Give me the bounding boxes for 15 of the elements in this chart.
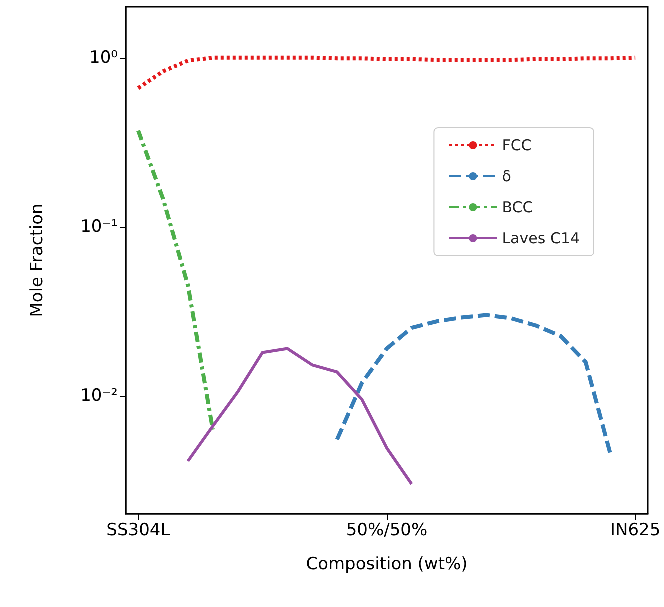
line-series xyxy=(136,56,638,90)
x-tick-label: SS304L xyxy=(106,520,171,540)
y-axis-title: Mole Fraction xyxy=(28,204,48,318)
y-tick-label: 10⁻¹ xyxy=(80,216,118,237)
legend-label: δ xyxy=(502,168,512,186)
line-series xyxy=(136,128,215,432)
x-axis-title: Composition (wt%) xyxy=(306,554,468,574)
y-tick-label: 10⁰ xyxy=(90,48,118,68)
legend-label: Laves C14 xyxy=(502,230,580,248)
legend-label: BCC xyxy=(502,198,534,216)
x-tick-label: 50%/50% xyxy=(346,520,428,540)
y-tick-label: 10⁻² xyxy=(80,386,118,406)
x-tick-label: IN625 xyxy=(610,520,661,540)
line-series xyxy=(186,347,414,486)
legend-label: FCC xyxy=(502,136,532,154)
